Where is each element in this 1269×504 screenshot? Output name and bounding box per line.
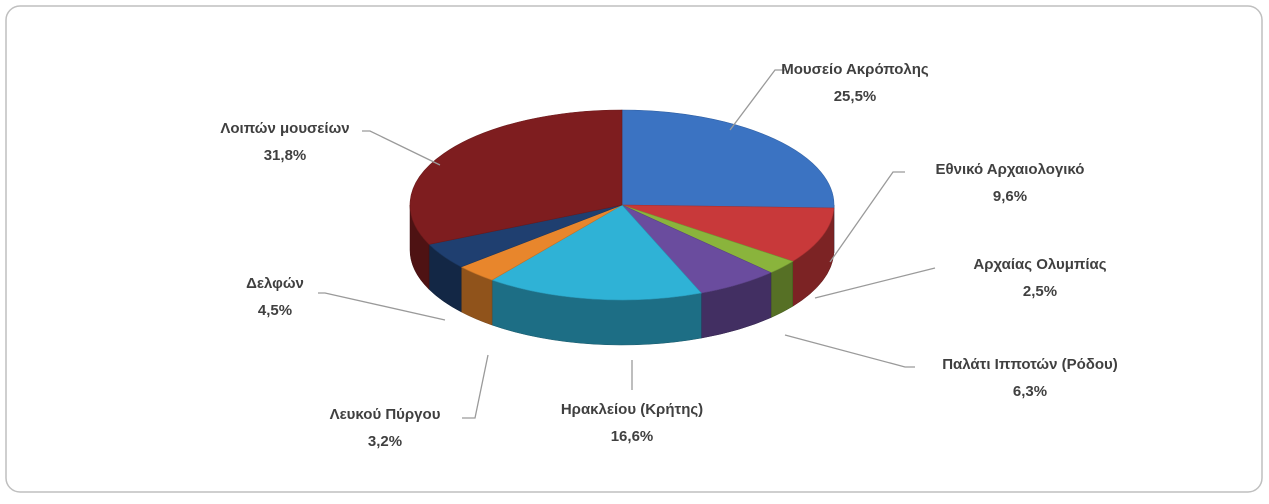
data-label-name: Παλάτι Ιπποτών (Ρόδου) [942,356,1118,373]
data-label-name: Λευκού Πύργου [330,406,441,423]
data-label-name: Δελφών [246,275,304,292]
data-label-value: 9,6% [993,188,1027,205]
data-label-value: 16,6% [611,428,654,445]
data-label-value: 3,2% [368,433,402,450]
data-label-value: 25,5% [834,88,877,105]
data-label-value: 4,5% [258,302,292,319]
data-label-name: Αρχαίας Ολυμπίας [973,256,1106,273]
data-label-name: Ηρακλείου (Κρήτης) [561,401,703,418]
data-label-name: Μουσείο Ακρόπολης [781,61,929,78]
data-label-name: Λοιπών μουσείων [220,120,349,137]
data-label-value: 6,3% [1013,383,1047,400]
data-label-value: 31,8% [264,147,307,164]
data-label-value: 2,5% [1023,283,1057,300]
data-label-name: Εθνικό Αρχαιολογικό [936,161,1085,178]
